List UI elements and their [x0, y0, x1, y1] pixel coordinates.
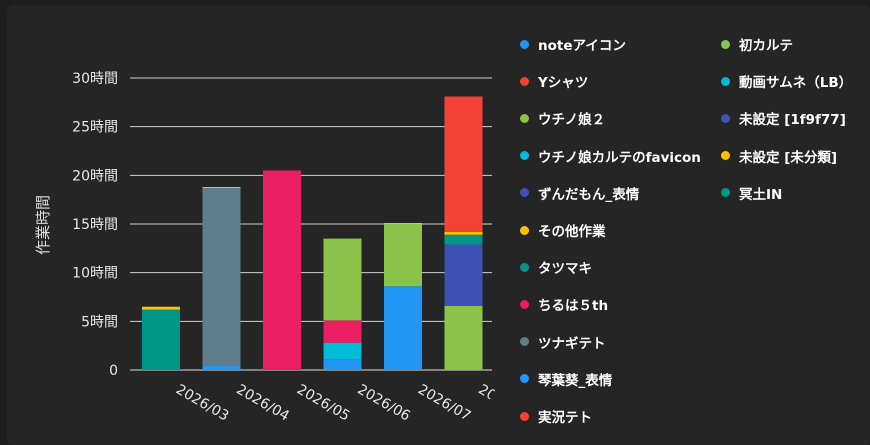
legend-swatch	[520, 151, 529, 161]
legend-label: Yシャツ	[538, 75, 589, 92]
legend-swatch	[520, 39, 529, 49]
legend-item[interactable]: 琴葉葵_表情	[520, 369, 612, 389]
bar-segment	[142, 306, 180, 310]
legend-label: 冥土IN	[739, 186, 783, 203]
legend-swatch	[721, 188, 730, 198]
legend-item[interactable]: 初カルテ	[721, 34, 793, 54]
y-tick-label: 15時間	[72, 217, 118, 233]
legend-label: 琴葉葵_表情	[538, 372, 613, 389]
legend-label: ウチノ娘カルテのfavicon	[538, 149, 701, 166]
bar-segment	[202, 187, 241, 366]
legend-item[interactable]: 冥土IN	[721, 183, 782, 203]
bar-segment	[202, 187, 241, 188]
bar-segment	[323, 342, 362, 360]
y-tick-label: 30時間	[72, 71, 118, 87]
legend-label: 実況テト	[538, 410, 592, 426]
legend-label: noteアイコン	[538, 38, 626, 54]
legend-label: 未設定 [未分類]	[739, 149, 838, 166]
legend-label: タツマキ	[538, 261, 592, 278]
x-tick-label: 2026/03	[173, 382, 231, 425]
legend-item[interactable]: その他作業	[520, 220, 606, 240]
x-tick-label: 2026/05	[294, 382, 352, 425]
legend-label: 未設定 [1f9f77]	[739, 112, 846, 129]
x-tick-label: 2026/04	[234, 382, 292, 425]
legend-swatch	[520, 411, 529, 421]
x-tick-label: 2026/07	[415, 382, 473, 425]
legend-swatch	[721, 76, 730, 86]
legend-swatch	[520, 299, 529, 309]
x-tick-label: 2026/06	[355, 382, 413, 425]
legend-swatch	[721, 113, 730, 123]
legend-item[interactable]: タツマキ	[520, 257, 592, 277]
legend-item[interactable]: noteアイコン	[520, 34, 626, 54]
legend-swatch	[520, 113, 529, 123]
legend-swatch	[520, 262, 529, 272]
legend-item[interactable]: 未設定 [1f9f77]	[721, 108, 846, 128]
legend-swatch	[520, 225, 529, 235]
bar-segment	[323, 359, 362, 370]
y-tick-label: 5時間	[81, 314, 118, 330]
legend-item[interactable]: ちるは５th	[520, 294, 608, 314]
legend-swatch	[721, 151, 730, 161]
legend-swatch	[520, 76, 529, 86]
y-tick-label: 25時間	[72, 120, 118, 136]
y-axis-title: 作業時間	[33, 194, 52, 255]
legend-label: 動画サムネ（LB）	[739, 75, 853, 92]
y-tick-label: 10時間	[72, 266, 118, 282]
legend-label: ちるは５th	[538, 298, 609, 315]
legend-swatch	[721, 39, 730, 49]
legend-item[interactable]: ウチノ娘カルテのfavicon	[520, 146, 701, 166]
bar-segment	[384, 223, 422, 224]
legend-item[interactable]: 実況テト	[520, 406, 592, 426]
bar-segment	[142, 309, 180, 370]
bar-segment	[444, 96, 483, 232]
bar-segment	[384, 286, 422, 370]
bar-segment	[323, 320, 362, 343]
bar-segment	[263, 170, 301, 370]
y-tick-label: 0	[109, 363, 118, 379]
bar-segment	[444, 244, 483, 306]
legend-swatch	[520, 374, 529, 384]
bar-segment	[202, 365, 241, 370]
bar-segment	[384, 224, 422, 287]
legend-item[interactable]: 動画サムネ（LB）	[721, 71, 852, 91]
legend-label: その他作業	[538, 224, 606, 240]
bar-segment	[444, 305, 483, 370]
bar-segment	[323, 238, 362, 321]
legend-item[interactable]: Yシャツ	[520, 71, 588, 91]
legend-item[interactable]: ずんだもん_表情	[520, 183, 639, 203]
legend-label: 初カルテ	[739, 38, 793, 54]
legend-label: ツナギテト	[538, 335, 606, 352]
bar-segment	[444, 234, 483, 245]
bar-segment	[444, 231, 483, 235]
y-tick-label: 20時間	[72, 168, 118, 184]
legend-item[interactable]: ツナギテト	[520, 332, 606, 352]
legend-item[interactable]: ウチノ娘２	[520, 108, 605, 128]
legend-item[interactable]: 未設定 [未分類]	[721, 146, 837, 166]
legend-label: ウチノ娘２	[538, 112, 606, 129]
legend-swatch	[520, 188, 529, 198]
legend-label: ずんだもん_表情	[538, 186, 640, 203]
legend-swatch	[520, 337, 529, 347]
